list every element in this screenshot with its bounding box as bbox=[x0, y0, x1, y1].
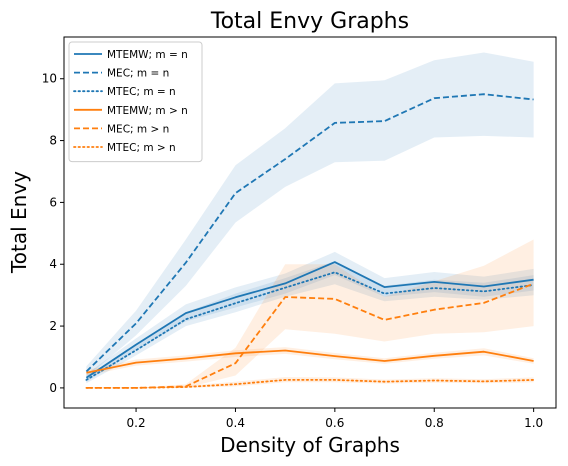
series-line-mtec-m-n bbox=[85, 271, 535, 381]
y-tick-label: 4 bbox=[49, 257, 57, 271]
legend-label: MEC; m > n bbox=[107, 123, 169, 135]
band-mec-m-n bbox=[86, 239, 534, 388]
confidence-bands bbox=[86, 52, 534, 388]
y-tick-label: 0 bbox=[49, 381, 57, 395]
band-mtec-m-n bbox=[86, 377, 534, 388]
band-mtec-m-n bbox=[86, 261, 534, 384]
series-line-mec-m-n bbox=[85, 93, 534, 373]
x-axis-ticks: 0.2 0.4 0.6 0.8 1.0 bbox=[127, 408, 543, 430]
y-tick-label: 6 bbox=[49, 195, 57, 209]
plot-area-frame bbox=[63, 36, 557, 409]
band-mtemw-m-n bbox=[86, 347, 534, 376]
y-tick-label: 2 bbox=[49, 319, 57, 333]
legend-box bbox=[68, 41, 203, 163]
legend-label: MTEC; m > n bbox=[107, 142, 176, 154]
x-axis-label: Density of Graphs bbox=[220, 433, 400, 457]
series-line-mtemw-m-n bbox=[85, 261, 534, 379]
x-tick-label: 0.6 bbox=[325, 416, 344, 430]
y-axis-label: Total Envy bbox=[7, 171, 31, 274]
series-line-mtemw-m-n bbox=[86, 349, 534, 374]
band-mtemw-m-n bbox=[86, 251, 534, 382]
legend-label: MTEC; m = n bbox=[107, 86, 176, 98]
legend-label: MTEMW; m = n bbox=[107, 49, 188, 61]
series-lines bbox=[85, 93, 535, 389]
band-mec-m-n bbox=[86, 52, 534, 378]
x-tick-label: 1.0 bbox=[524, 416, 543, 430]
x-tick-label: 0.4 bbox=[226, 416, 245, 430]
x-tick-label: 0.8 bbox=[425, 416, 444, 430]
legend: MTEMW; m = n MEC; m = n MTEC; m = n MTEMW; … bbox=[68, 41, 203, 163]
legend-label: MEC; m = n bbox=[107, 68, 169, 80]
legend-label: MTEMW; m > n bbox=[107, 105, 188, 117]
chart-title: Total Envy Graphs bbox=[210, 9, 409, 34]
x-tick-label: 0.2 bbox=[127, 416, 146, 430]
y-tick-label: 8 bbox=[49, 134, 57, 148]
y-tick-label: 10 bbox=[42, 72, 57, 86]
series-line-mtec-m-n bbox=[85, 378, 535, 389]
y-axis-ticks: 0 2 4 6 8 10 bbox=[42, 72, 64, 395]
series-line-mec-m-n bbox=[86, 282, 534, 389]
